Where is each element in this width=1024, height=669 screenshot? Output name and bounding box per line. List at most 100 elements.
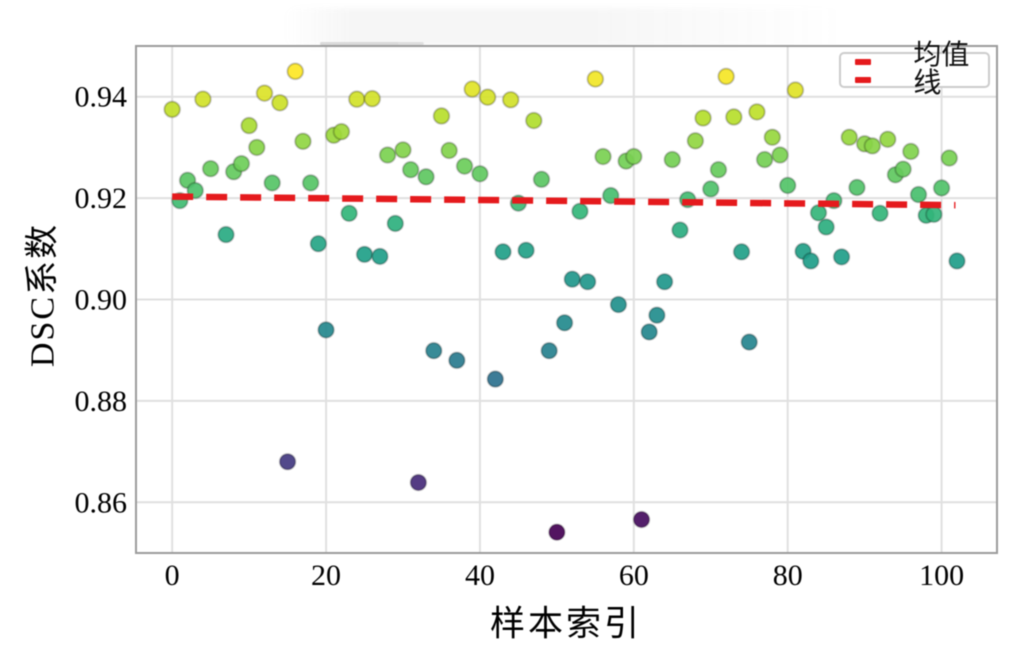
data-point [448, 351, 466, 370]
data-point [378, 146, 397, 164]
data-point [932, 179, 951, 197]
plot-border [135, 45, 998, 554]
data-point [878, 130, 897, 149]
data-point [748, 103, 766, 121]
data-point [671, 221, 689, 239]
data-point [332, 122, 351, 141]
data-point [840, 128, 859, 147]
data-point [948, 252, 966, 270]
data-point [240, 116, 258, 135]
data-point [517, 241, 535, 260]
data-point [625, 147, 643, 166]
y-axis-label: DSC系数 [24, 222, 62, 368]
data-point [817, 218, 835, 236]
mean-line [172, 193, 956, 209]
data-point [232, 154, 251, 173]
x-tick-label: 100 [919, 559, 964, 592]
data-point [301, 174, 320, 192]
data-point [786, 81, 805, 99]
data-point [740, 333, 759, 351]
data-point [432, 107, 451, 125]
data-point [732, 243, 751, 261]
data-point [809, 204, 828, 222]
data-point [363, 89, 382, 108]
data-point [925, 205, 943, 224]
legend: 均值线 [839, 42, 990, 98]
red-dash-icon [855, 77, 871, 83]
data-point [771, 146, 789, 164]
data-point [501, 90, 520, 109]
data-point [463, 80, 482, 98]
data-point [609, 295, 628, 314]
data-point [717, 67, 735, 86]
data-point [871, 204, 889, 223]
data-point [286, 62, 305, 81]
y-tick-label: 0.94 [75, 81, 128, 114]
data-point [648, 306, 666, 325]
data-point [686, 132, 705, 150]
data-point [632, 510, 651, 529]
y-tick-label: 0.88 [75, 385, 128, 418]
legend-label: 均值线 [913, 40, 970, 99]
x-axis-label: 样本索引 [489, 604, 643, 644]
data-point [801, 252, 820, 270]
erased-title-smudge [283, 8, 843, 46]
y-tick-label: 0.86 [75, 486, 128, 519]
red-dash-icon [855, 59, 871, 65]
data-point [694, 109, 712, 127]
data-point [409, 473, 428, 492]
data-point [555, 314, 574, 332]
data-point [848, 178, 866, 197]
data-point [778, 176, 797, 195]
data-point [317, 321, 335, 339]
data-point [640, 323, 659, 341]
data-point [909, 185, 928, 204]
data-point [348, 90, 366, 109]
y-tick-label: 0.90 [75, 284, 128, 317]
data-point [278, 452, 297, 471]
x-tick-label: 40 [465, 559, 495, 592]
data-point [424, 341, 443, 360]
data-point [394, 141, 412, 159]
data-point [340, 204, 358, 223]
data-point [255, 84, 274, 102]
data-point [701, 180, 720, 198]
data-point [863, 137, 882, 155]
data-point [401, 160, 420, 179]
data-point [532, 170, 551, 189]
data-point [894, 160, 912, 179]
data-point [471, 164, 489, 183]
data-point [478, 88, 497, 107]
data-point [263, 174, 281, 192]
data-point [832, 248, 851, 266]
data-point [194, 90, 212, 109]
data-point [455, 157, 474, 175]
data-point [355, 245, 374, 264]
data-point [563, 270, 582, 289]
data-point [217, 225, 235, 244]
data-point [763, 128, 782, 147]
smudge-remnant [320, 42, 423, 45]
mean-line-legend-swatch [855, 52, 891, 88]
data-point [309, 234, 328, 253]
data-point [371, 247, 389, 266]
data-point [540, 341, 558, 360]
x-tick-label: 0 [165, 559, 180, 592]
data-point [709, 160, 728, 179]
data-point [755, 150, 774, 169]
data-point [725, 108, 743, 126]
data-point [494, 243, 512, 261]
smudge-remnant [398, 42, 424, 45]
data-point [163, 100, 181, 119]
data-point [294, 132, 312, 151]
data-point [548, 523, 566, 542]
x-tick-label: 60 [619, 559, 649, 592]
data-point [663, 150, 682, 169]
data-point [440, 141, 458, 160]
data-point [586, 70, 605, 88]
data-point [386, 214, 405, 233]
data-point [524, 111, 543, 130]
data-point [248, 138, 266, 157]
